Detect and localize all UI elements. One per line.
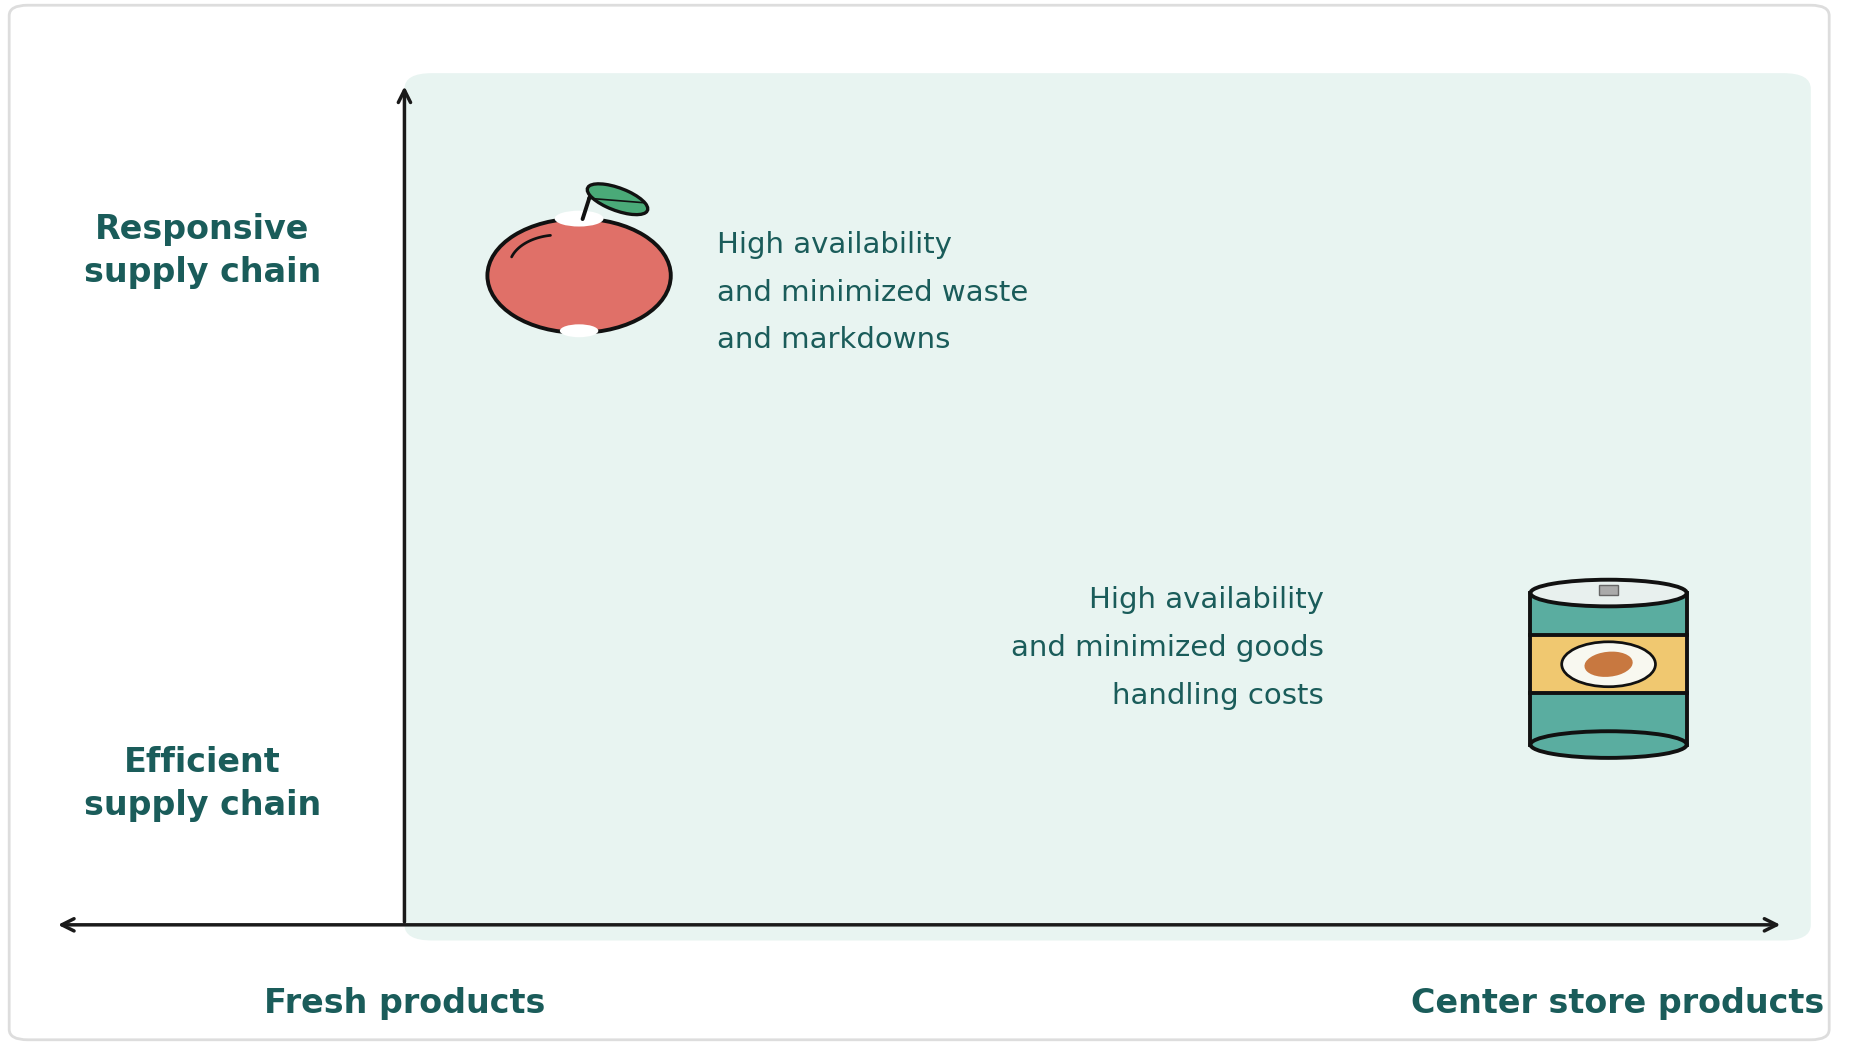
Bar bbox=[1530, 594, 1688, 745]
Text: High availability
and minimized waste
and markdowns: High availability and minimized waste an… bbox=[717, 231, 1029, 354]
Ellipse shape bbox=[1562, 642, 1656, 687]
Text: High availability
and minimized goods
handling costs: High availability and minimized goods ha… bbox=[1010, 586, 1323, 710]
Ellipse shape bbox=[554, 211, 604, 227]
Bar bbox=[1530, 693, 1688, 745]
Ellipse shape bbox=[587, 184, 647, 214]
Text: Fresh products: Fresh products bbox=[264, 986, 544, 1020]
Ellipse shape bbox=[488, 218, 672, 332]
Bar bbox=[1600, 584, 1618, 596]
Text: Center store products: Center store products bbox=[1411, 986, 1824, 1020]
FancyBboxPatch shape bbox=[9, 5, 1830, 1040]
Text: Responsive
supply chain: Responsive supply chain bbox=[84, 212, 320, 289]
Text: Efficient
supply chain: Efficient supply chain bbox=[84, 745, 320, 822]
Bar bbox=[1530, 594, 1688, 635]
FancyBboxPatch shape bbox=[404, 73, 1811, 940]
Ellipse shape bbox=[1530, 732, 1688, 758]
Ellipse shape bbox=[1585, 652, 1633, 677]
Bar bbox=[1530, 635, 1688, 693]
Ellipse shape bbox=[1530, 580, 1688, 606]
Ellipse shape bbox=[559, 324, 599, 338]
